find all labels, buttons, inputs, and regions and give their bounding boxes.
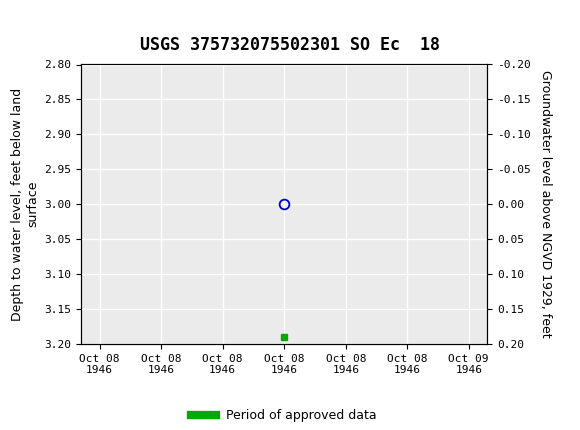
Y-axis label: Depth to water level, feet below land
surface: Depth to water level, feet below land su…: [11, 88, 39, 321]
Y-axis label: Groundwater level above NGVD 1929, feet: Groundwater level above NGVD 1929, feet: [539, 71, 552, 338]
Legend: Period of approved data: Period of approved data: [186, 404, 382, 427]
Text: ≡USGS: ≡USGS: [6, 10, 77, 28]
Text: USGS 375732075502301 SO Ec  18: USGS 375732075502301 SO Ec 18: [140, 36, 440, 54]
